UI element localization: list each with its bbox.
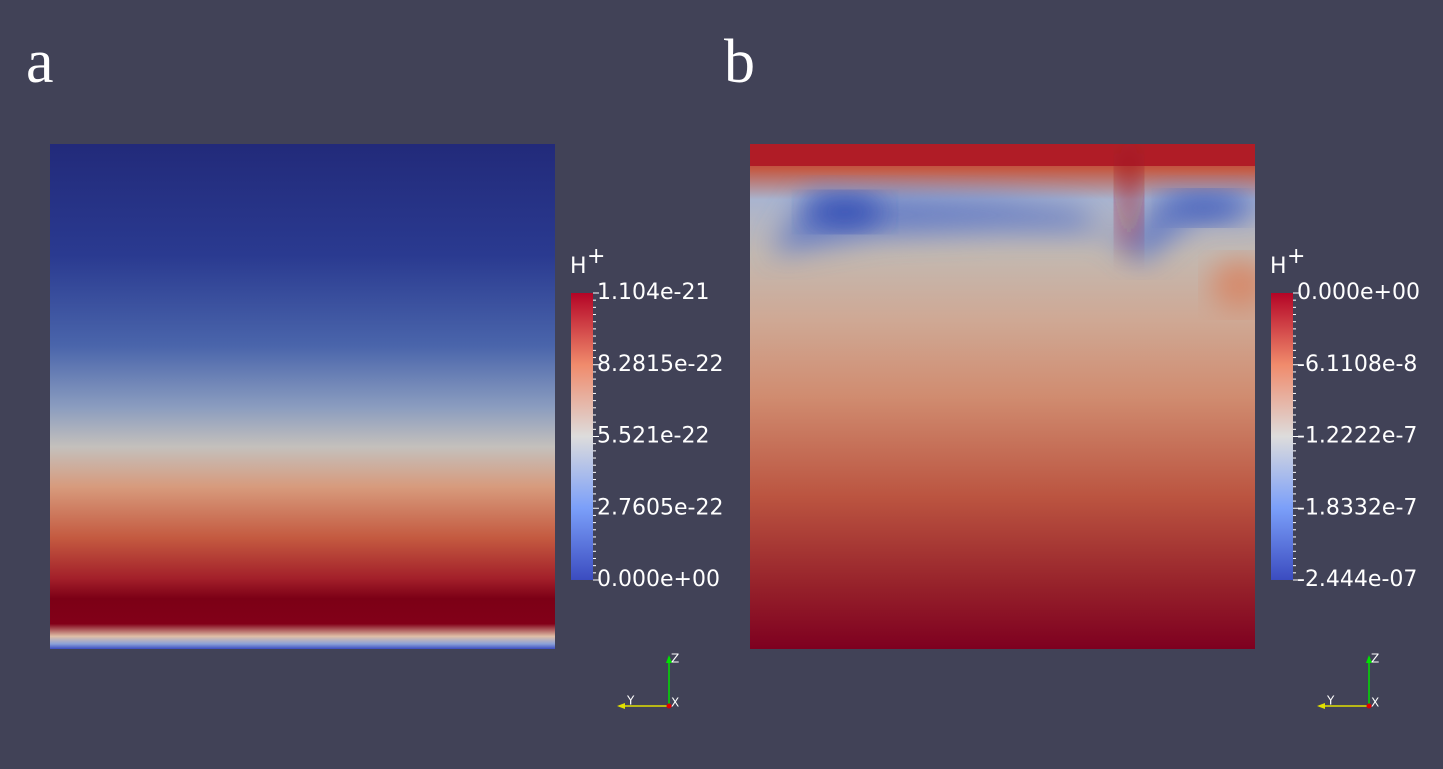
- axis-y-head: [617, 703, 625, 709]
- axis-x-label: X: [1371, 696, 1379, 710]
- axis-x-label: X: [671, 696, 679, 710]
- panel-label: a: [26, 28, 54, 96]
- axis-y-head: [1317, 703, 1325, 709]
- color-bar-label: -1.2222e-7: [1297, 424, 1417, 449]
- color-legend: H+1.104e-21 8.2815e-22 5.521e-22 2.7605e-22…: [570, 244, 723, 592]
- panel-b: b: [724, 28, 1270, 649]
- color-bar-label: -6.1108e-8: [1297, 352, 1417, 377]
- axis-y-label: Y: [1326, 694, 1335, 708]
- screenshot: a b H+1.104e-218.2815e-225.521e-222.7605…: [0, 0, 1443, 769]
- field-low-patch: [1167, 194, 1243, 222]
- color-bar-label: 5.521e-22: [597, 424, 709, 449]
- legend-title: H: [1270, 254, 1287, 279]
- field-low-patch: [807, 196, 883, 228]
- color-bar-label: 0.000e+00: [597, 567, 720, 592]
- color-bar-label: 0.000e+00: [1297, 280, 1420, 305]
- orientation-axes: Z Y X: [1317, 652, 1379, 710]
- panel-label: b: [724, 28, 755, 96]
- color-bar: [1271, 293, 1293, 580]
- panel-a: a: [26, 28, 555, 649]
- color-bar-label: 1.104e-21: [597, 280, 709, 305]
- color-bar-label: -1.8332e-7: [1297, 495, 1417, 520]
- color-legend: H+0.000e+00 -6.1108e-8 -1.2222e-7 -1.8332e-…: [1270, 244, 1420, 592]
- field-patch: [1210, 260, 1270, 310]
- color-bar-label: 2.7605e-22: [597, 495, 723, 520]
- axis-z-label: Z: [1371, 652, 1379, 666]
- legend-title: H: [570, 254, 587, 279]
- axis-y-label: Y: [626, 694, 635, 708]
- legend-title-sup: +: [587, 244, 605, 269]
- color-bar-label: -2.444e-07: [1297, 567, 1417, 592]
- axis-z-label: Z: [671, 652, 679, 666]
- field-plot: [50, 144, 555, 649]
- color-bar-label: 8.2815e-22: [597, 352, 723, 377]
- color-bar: [571, 293, 593, 580]
- orientation-axes: Z Y X: [617, 652, 679, 710]
- legend-title-sup: +: [1287, 244, 1305, 269]
- field-top-band: [750, 144, 1255, 166]
